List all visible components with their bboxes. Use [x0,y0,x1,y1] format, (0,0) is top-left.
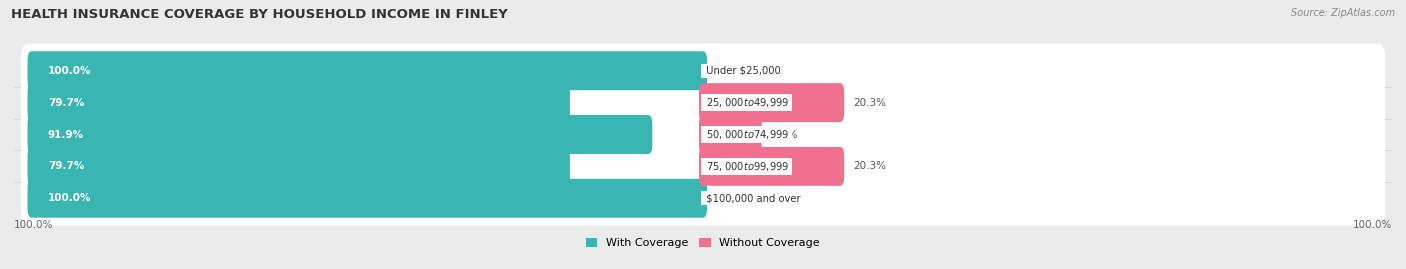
FancyBboxPatch shape [28,83,569,122]
FancyBboxPatch shape [21,139,1385,193]
Text: 0.0%: 0.0% [717,193,742,203]
Text: 100.0%: 100.0% [48,66,91,76]
Text: 91.9%: 91.9% [48,129,84,140]
Text: Source: ZipAtlas.com: Source: ZipAtlas.com [1291,8,1395,18]
Text: 20.3%: 20.3% [853,98,887,108]
Text: HEALTH INSURANCE COVERAGE BY HOUSEHOLD INCOME IN FINLEY: HEALTH INSURANCE COVERAGE BY HOUSEHOLD I… [11,8,508,21]
FancyBboxPatch shape [28,147,569,186]
Text: 8.1%: 8.1% [772,129,797,140]
Text: 100.0%: 100.0% [48,193,91,203]
FancyBboxPatch shape [699,83,844,122]
Text: Under $25,000: Under $25,000 [703,66,785,76]
Text: 0.0%: 0.0% [717,66,742,76]
FancyBboxPatch shape [21,44,1385,98]
Text: $75,000 to $99,999: $75,000 to $99,999 [703,160,790,173]
FancyBboxPatch shape [699,115,762,154]
Legend: With Coverage, Without Coverage: With Coverage, Without Coverage [582,234,824,253]
FancyBboxPatch shape [28,51,707,90]
FancyBboxPatch shape [28,179,707,218]
Text: 79.7%: 79.7% [48,161,84,171]
Text: $25,000 to $49,999: $25,000 to $49,999 [703,96,790,109]
Text: 100.0%: 100.0% [14,220,53,230]
Text: 79.7%: 79.7% [48,98,84,108]
FancyBboxPatch shape [21,171,1385,225]
Text: 20.3%: 20.3% [853,161,887,171]
FancyBboxPatch shape [699,147,844,186]
FancyBboxPatch shape [28,115,652,154]
Text: $100,000 and over: $100,000 and over [703,193,804,203]
FancyBboxPatch shape [21,107,1385,162]
FancyBboxPatch shape [21,76,1385,130]
Text: $50,000 to $74,999: $50,000 to $74,999 [703,128,790,141]
Text: 100.0%: 100.0% [1353,220,1392,230]
